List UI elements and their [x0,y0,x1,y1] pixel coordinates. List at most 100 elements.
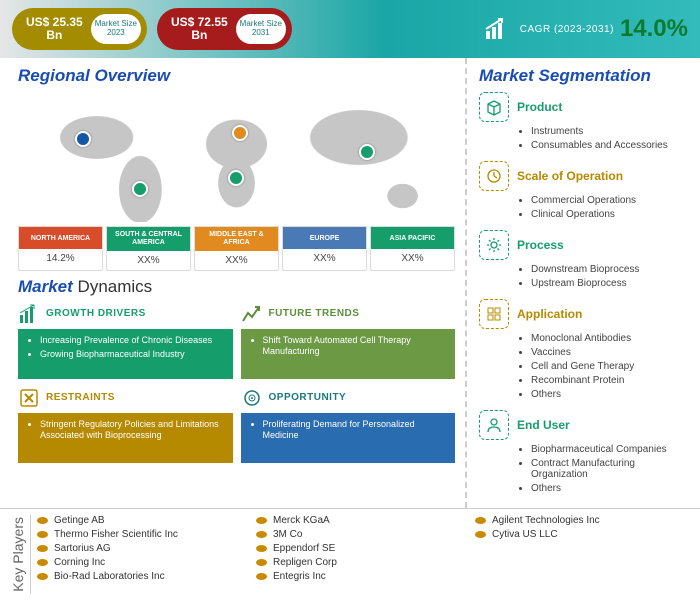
stat1-value: US$ 25.35Bn [18,12,91,46]
region-card: ASIA PACIFIC XX% [370,226,455,270]
segmentation-title: Product [517,100,562,114]
segmentation-heading: Market Segmentation [479,66,692,86]
player-item: Sartorius AG [37,543,252,554]
dynamics-icon [241,387,263,409]
bullet-icon [37,573,48,580]
dynamics-cell: RESTRAINTS Stringent Regulatory Policies… [18,387,233,463]
player-name: Entegris Inc [273,571,326,582]
segmentation-section: Scale of Operation Commercial Operations… [479,161,692,220]
player-item: Repligen Corp [256,557,471,568]
map-continents [18,92,455,222]
segmentation-section: End User Biopharmaceutical Companies Cont… [479,410,692,494]
world-map [18,92,455,222]
dynamics-icon [241,303,263,325]
segmentation-section: Product InstrumentsConsumables and Acces… [479,92,692,151]
dynamics-item: Stringent Regulatory Policies and Limita… [40,419,225,442]
key-players: Key Players Getinge AB Thermo Fisher Scie… [0,508,700,604]
region-value: XX% [107,251,190,270]
dynamics-title: OPPORTUNITY [269,392,347,403]
region-value: XX% [371,249,454,268]
cagr-label: CAGR (2023-2031) [520,24,614,35]
player-name: Thermo Fisher Scientific Inc [54,529,178,540]
segmentation-title: Process [517,238,564,252]
market-size-2023-pill: US$ 25.35Bn Market Size2023 [12,8,147,50]
region-name: NORTH AMERICA [19,227,102,249]
segmentation-item: Consumables and Accessories [531,140,692,151]
region-card: EUROPE XX% [282,226,367,270]
dynamics-title: GROWTH DRIVERS [46,308,146,319]
player-item: Agilent Technologies Inc [475,515,690,526]
segmentation-icon [479,92,509,122]
map-marker-2 [232,125,248,141]
cagr-value: 14.0% [620,15,688,43]
player-name: Repligen Corp [273,557,337,568]
regions-row: NORTH AMERICA 14.2%SOUTH & CENTRAL AMERI… [18,226,455,270]
segmentation-item: Vaccines [531,347,692,358]
region-name: ASIA PACIFIC [371,227,454,249]
region-name: EUROPE [283,227,366,249]
segmentation-title: Application [517,307,582,321]
player-name: Agilent Technologies Inc [492,515,600,526]
player-item: Corning Inc [37,557,252,568]
segmentation-item: Cell and Gene Therapy [531,361,692,372]
dynamics-cell: FUTURE TRENDS Shift Toward Automated Cel… [241,303,456,379]
player-item: Eppendorf SE [256,543,471,554]
stat2-value: US$ 72.55Bn [163,12,236,46]
segmentation-icon [479,410,509,440]
player-name: Eppendorf SE [273,543,335,554]
dynamics-cell: GROWTH DRIVERS Increasing Prevalence of … [18,303,233,379]
region-value: XX% [195,251,278,270]
dynamics-icon [18,387,40,409]
bullet-icon [256,531,267,538]
segmentation-section: Application Monoclonal AntibodiesVaccine… [479,299,692,400]
region-name: MIDDLE EAST & AFRICA [195,227,278,250]
player-item: Merck KGaA [256,515,471,526]
stat2-label: Market Size2031 [236,14,286,44]
segmentation-item: Downstream Bioprocess [531,264,692,275]
dynamics-item: Increasing Prevalence of Chronic Disease… [40,335,225,346]
segmentation-item: Others [531,389,692,400]
bullet-icon [256,559,267,566]
segmentation-title: End User [517,418,570,432]
player-name: 3M Co [273,529,302,540]
players-column: Agilent Technologies Inc Cytiva US LLC [475,515,690,594]
region-value: 14.2% [19,249,102,268]
key-players-label: Key Players [6,515,31,594]
player-name: Corning Inc [54,557,105,568]
dynamics-title: FUTURE TRENDS [269,308,360,319]
player-name: Cytiva US LLC [492,529,558,540]
player-item: Entegris Inc [256,571,471,582]
region-value: XX% [283,249,366,268]
dynamics-icon [18,303,40,325]
top-stat-bar: US$ 25.35Bn Market Size2023 US$ 72.55Bn … [0,0,700,58]
dynamics-heading: Market Dynamics [18,277,455,297]
bullet-icon [37,545,48,552]
dynamics-cell: OPPORTUNITY Proliferating Demand for Per… [241,387,456,463]
bullet-icon [475,517,486,524]
dynamics-box: Shift Toward Automated Cell Therapy Manu… [241,329,456,379]
segmentation-item: Recombinant Protein [531,375,692,386]
player-item: 3M Co [256,529,471,540]
cagr-block: CAGR (2023-2031) 14.0% [484,15,688,43]
dynamics-item: Growing Biopharmaceutical Industry [40,349,225,360]
bullet-icon [37,531,48,538]
bullet-icon [256,545,267,552]
segmentation-icon [479,230,509,260]
players-column: Getinge AB Thermo Fisher Scientific Inc Sa… [37,515,252,594]
player-item: Cytiva US LLC [475,529,690,540]
bullet-icon [256,573,267,580]
player-item: Getinge AB [37,515,252,526]
dynamics-box: Stringent Regulatory Policies and Limita… [18,413,233,463]
market-size-2031-pill: US$ 72.55Bn Market Size2031 [157,8,292,50]
map-marker-1 [132,181,148,197]
segmentation-item: Biopharmaceutical Companies [531,444,692,455]
dynamics-grid: GROWTH DRIVERS Increasing Prevalence of … [18,303,455,463]
segmentation-item: Clinical Operations [531,209,692,220]
dynamics-box: Increasing Prevalence of Chronic Disease… [18,329,233,379]
segmentation-item: Commercial Operations [531,195,692,206]
segmentation-item: Contract Manufacturing Organization [531,458,692,480]
dynamics-item: Shift Toward Automated Cell Therapy Manu… [263,335,448,358]
segmentation-item: Others [531,483,692,494]
player-item: Thermo Fisher Scientific Inc [37,529,252,540]
dynamics-box: Proliferating Demand for Personalized Me… [241,413,456,463]
